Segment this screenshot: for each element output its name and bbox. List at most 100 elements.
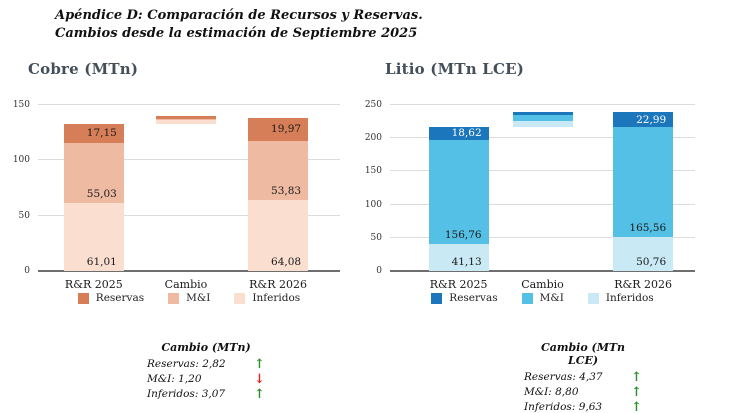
- lithium-change-note-title: Cambio (MTn LCE): [540, 341, 626, 367]
- category-label: R&R 2026: [614, 278, 673, 291]
- change-row-text: Reservas: 2,82: [147, 358, 226, 370]
- y-axis-tick-label: 200: [364, 133, 382, 144]
- gridline: [390, 104, 695, 105]
- bar-segment-mi: 156,76: [428, 139, 489, 244]
- bar-segment-reservas: 22,99: [613, 112, 674, 128]
- legend-label: Inferidos: [605, 292, 654, 304]
- change-row-text: Inferidos: 9,63: [524, 401, 603, 413]
- change-row-text: Inferidos: 3,07: [147, 388, 226, 400]
- bar-segment-inferidos: 64,08: [248, 200, 309, 271]
- value-label: 22,99: [636, 113, 667, 126]
- legend-label: Inferidos: [252, 292, 301, 304]
- legend-item: M&I: [521, 292, 564, 304]
- up-arrow-icon: ↑: [254, 387, 265, 402]
- category-label: R&R 2025: [64, 278, 123, 291]
- y-axis-tick-label: 50: [370, 232, 382, 243]
- page-title-line1: Apéndice D: Comparación de Recursos y Re…: [55, 8, 423, 23]
- bar-segment-mi: [155, 118, 216, 121]
- value-label: 18,62: [451, 127, 482, 140]
- bar-segment-inferidos: [155, 120, 216, 124]
- copper-legend: Reservas M&I Inferidos: [38, 292, 340, 304]
- bar-segment-reservas: 19,97: [248, 118, 309, 141]
- category-label: Cambio: [164, 278, 208, 291]
- value-label: 55,03: [86, 188, 117, 201]
- bar-segment-mi: [512, 115, 573, 121]
- down-arrow-icon: ↓: [254, 372, 265, 387]
- change-row: Inferidos: 3,07 ↑: [147, 387, 265, 402]
- lithium-change-note-rows: Reservas: 4,37 ↑ M&I: 8,80 ↑ Inferidos: 9,63…: [524, 370, 642, 413]
- value-label: 41,13: [451, 256, 482, 268]
- bar-segment-reservas: [512, 112, 573, 115]
- y-axis-tick-label: 100: [364, 199, 382, 210]
- bar-segment-inferidos: [512, 120, 573, 128]
- change-row: Reservas: 4,37 ↑: [524, 370, 642, 385]
- x-axis-line: [390, 270, 695, 272]
- y-axis-tick-label: 250: [364, 100, 382, 110]
- change-row: M&I: 1,20 ↓: [147, 372, 265, 387]
- up-arrow-icon: ↑: [631, 400, 642, 413]
- change-row-text: M&I: 1,20: [147, 373, 202, 385]
- copper-change-note-rows: Reservas: 2,82 ↑ M&I: 1,20 ↓ Inferidos: 3,07…: [147, 357, 265, 402]
- category-label: R&R 2026: [249, 278, 307, 291]
- legend-label: M&I: [539, 292, 564, 304]
- up-arrow-icon: ↑: [254, 357, 265, 372]
- change-row: Reservas: 2,82 ↑: [147, 357, 265, 372]
- lithium-chart-title: Litio (MTn LCE): [385, 60, 525, 78]
- change-row: Inferidos: 9,63 ↑: [524, 400, 642, 413]
- lithium-chart: Litio (MTn LCE) 0 50 100 150 200 250 41,13 156,…: [352, 58, 704, 320]
- bar-segment-inferidos: 41,13: [428, 243, 489, 271]
- legend-swatch: [431, 292, 443, 304]
- legend-label: Reservas: [95, 292, 145, 304]
- lithium-legend: Reservas M&I Inferidos: [390, 292, 695, 304]
- bar-segment-inferidos: 61,01: [63, 203, 124, 271]
- bar-segment-inferidos: 50,76: [613, 237, 674, 271]
- legend-item: Inferidos: [234, 292, 300, 304]
- legend-label: Reservas: [449, 292, 498, 304]
- value-label: 53,83: [271, 185, 302, 198]
- page-title-line2: Cambios desde la estimación de Septiembr…: [55, 26, 418, 41]
- gridline: [38, 104, 340, 105]
- gridline: [390, 203, 695, 205]
- x-axis-line: [38, 270, 340, 272]
- y-axis-tick-label: 0: [24, 266, 30, 276]
- category-label: Cambio: [521, 278, 564, 291]
- value-label: 50,76: [636, 256, 667, 268]
- value-label: 165,56: [629, 222, 667, 235]
- y-axis-tick-label: 0: [376, 266, 382, 276]
- lithium-plot-area: 0 50 100 150 200 250 41,13 156,76 18,62 R&R 2025 C…: [365, 100, 695, 291]
- bar-segment-mi: 55,03: [63, 142, 124, 204]
- bar-segment-reservas: [155, 115, 216, 119]
- bar-segment-reservas: 18,62: [428, 127, 489, 140]
- gridline: [38, 214, 340, 216]
- legend-swatch: [168, 292, 180, 304]
- legend-swatch: [77, 292, 89, 304]
- legend-item: M&I: [168, 292, 210, 304]
- legend-swatch: [521, 292, 533, 304]
- value-label: 17,15: [86, 127, 117, 140]
- copper-change-note-title: Cambio (MTn): [161, 341, 251, 354]
- change-row-text: M&I: 8,80: [524, 386, 579, 398]
- copper-plot-area: 0 50 100 150 61,01 55,03 17,15 R&R 2025 Cambio 64…: [13, 100, 340, 291]
- change-row: M&I: 8,80 ↑: [524, 385, 642, 400]
- legend-label: M&I: [186, 292, 211, 304]
- value-label: 156,76: [444, 228, 482, 241]
- copper-chart-title: Cobre (MTn): [28, 60, 139, 78]
- page-title: Apéndice D: Comparación de Recursos y Re…: [55, 7, 423, 43]
- up-arrow-icon: ↑: [631, 370, 642, 385]
- up-arrow-icon: ↑: [631, 385, 642, 400]
- y-axis-tick-label: 150: [364, 166, 382, 177]
- value-label: 64,08: [271, 256, 302, 268]
- copper-chart: Cobre (MTn) 0 50 100 150 61,01 55,03 17,15 R&R …: [0, 58, 352, 320]
- legend-item: Inferidos: [587, 292, 654, 304]
- y-axis-tick-label: 150: [12, 100, 30, 110]
- value-label: 61,01: [86, 256, 117, 268]
- legend-item: Reservas: [431, 292, 498, 304]
- legend-swatch: [234, 292, 246, 304]
- value-label: 19,97: [271, 123, 302, 136]
- bar-segment-mi: 53,83: [248, 140, 309, 201]
- bar-segment-reservas: 17,15: [63, 123, 124, 143]
- y-axis-tick-label: 50: [18, 210, 30, 221]
- legend-swatch: [587, 292, 599, 304]
- gridline: [390, 137, 695, 139]
